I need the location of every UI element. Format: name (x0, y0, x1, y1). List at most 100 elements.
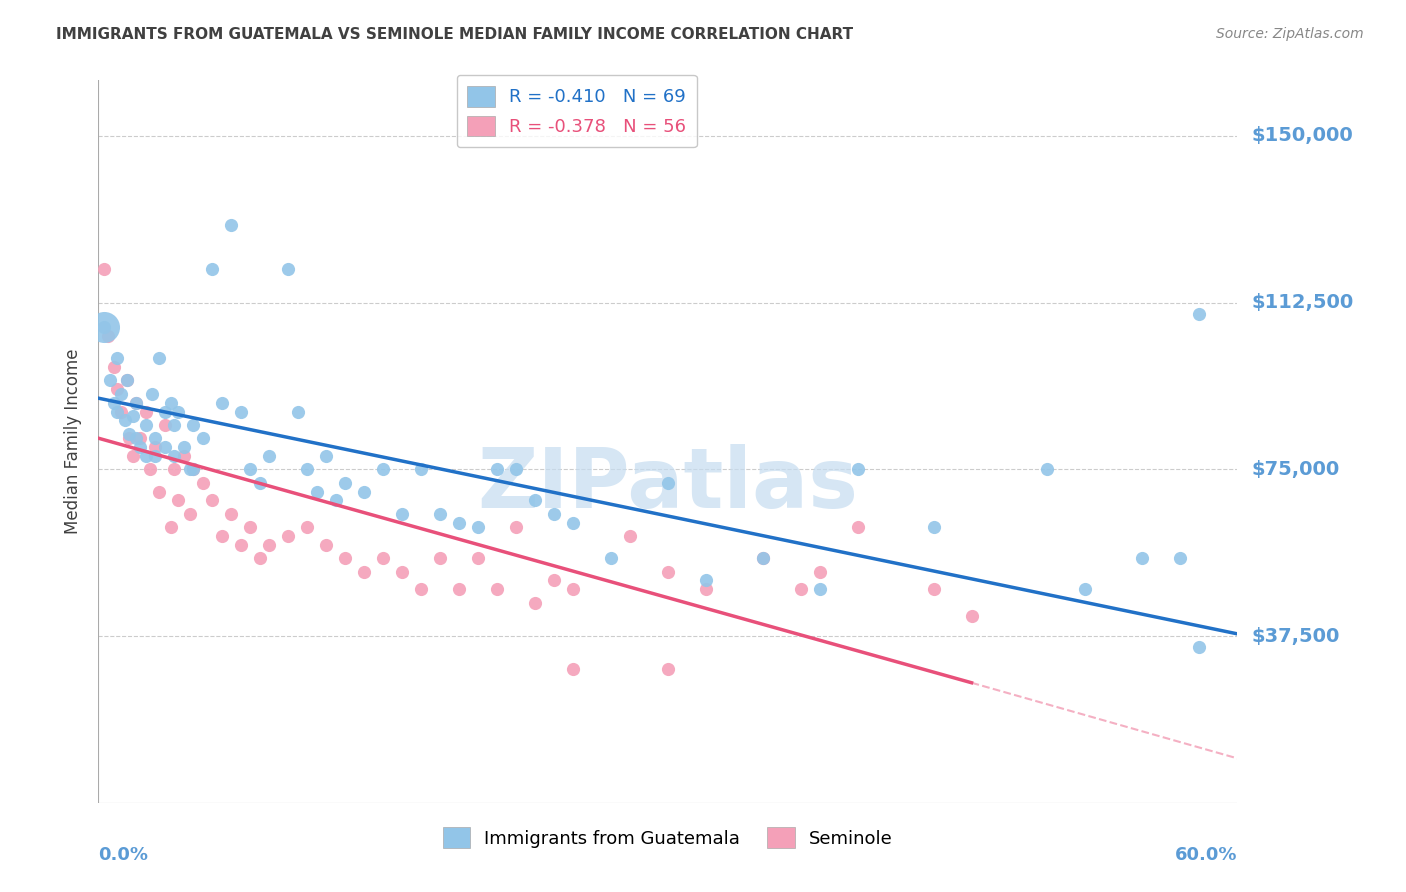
Point (353, 565, 375, 579)
Point (159, 395, 181, 409)
Point (411, 582, 433, 597)
Point (93, 262, 115, 277)
Point (808, 582, 831, 597)
Point (148, 351, 170, 366)
Point (846, 462, 869, 476)
Point (163, 462, 186, 476)
Point (125, 431, 148, 445)
Point (98, 373, 121, 387)
Point (1188, 640, 1211, 655)
Point (118, 426, 141, 441)
Point (183, 462, 205, 476)
Point (1170, 551, 1192, 566)
Point (179, 462, 201, 476)
Point (335, 551, 357, 566)
Point (657, 565, 679, 579)
Point (148, 484, 170, 499)
Point (153, 440, 176, 454)
Point (467, 551, 489, 566)
Point (221, 218, 243, 232)
Point (562, 662, 585, 676)
Point (135, 417, 157, 432)
Text: $112,500: $112,500 (1251, 293, 1354, 312)
Point (201, 493, 224, 508)
Point (411, 462, 433, 476)
Legend: Immigrants from Guatemala, Seminole: Immigrants from Guatemala, Seminole (432, 816, 904, 859)
Point (449, 582, 471, 597)
Text: ZIPatlas: ZIPatlas (478, 444, 858, 525)
Point (1188, 307, 1211, 321)
Text: Source: ZipAtlas.com: Source: ZipAtlas.com (1216, 27, 1364, 41)
Point (505, 462, 527, 476)
Point (524, 596, 547, 610)
Point (103, 360, 125, 375)
Point (153, 404, 176, 418)
Point (1132, 551, 1154, 566)
Point (449, 516, 471, 530)
Point (229, 404, 252, 418)
Point (562, 582, 585, 597)
Point (543, 507, 565, 521)
Point (277, 262, 299, 277)
Point (1074, 582, 1097, 597)
Point (179, 507, 201, 521)
Point (163, 449, 186, 463)
Point (121, 449, 143, 463)
Point (159, 520, 181, 534)
Point (808, 565, 831, 579)
Point (129, 431, 152, 445)
Point (125, 395, 148, 409)
Point (183, 462, 205, 476)
Point (600, 551, 623, 566)
Point (221, 507, 243, 521)
Point (846, 520, 869, 534)
Point (657, 475, 679, 490)
Point (183, 417, 205, 432)
Point (110, 404, 132, 418)
Point (239, 520, 262, 534)
Point (752, 551, 775, 566)
Point (429, 551, 451, 566)
Point (922, 520, 945, 534)
Point (107, 404, 129, 418)
Point (695, 582, 717, 597)
Point (115, 373, 138, 387)
Point (97, 329, 120, 343)
Point (167, 493, 190, 508)
Point (287, 404, 309, 418)
Point (297, 520, 319, 534)
Point (93, 320, 115, 334)
Point (922, 582, 945, 597)
Point (790, 582, 813, 597)
Point (145, 440, 167, 454)
Text: $37,500: $37,500 (1251, 626, 1340, 646)
Point (249, 551, 271, 566)
Point (486, 462, 509, 476)
Point (429, 507, 451, 521)
Point (353, 484, 375, 499)
Point (391, 507, 413, 521)
Point (657, 662, 679, 676)
Point (115, 373, 138, 387)
Point (695, 574, 717, 588)
Point (191, 431, 214, 445)
Point (960, 609, 983, 624)
Point (391, 565, 413, 579)
Point (145, 431, 167, 445)
Point (167, 404, 190, 418)
Text: 60.0%: 60.0% (1175, 847, 1237, 864)
Point (118, 431, 141, 445)
Point (619, 529, 641, 543)
Point (114, 413, 136, 427)
Point (229, 538, 252, 552)
Point (505, 520, 527, 534)
Point (211, 529, 233, 543)
Y-axis label: Median Family Income: Median Family Income (63, 349, 82, 534)
Point (125, 395, 148, 409)
Point (121, 409, 143, 423)
Point (239, 462, 262, 476)
Point (107, 351, 129, 366)
Point (277, 529, 299, 543)
Point (315, 538, 337, 552)
Point (110, 386, 132, 401)
